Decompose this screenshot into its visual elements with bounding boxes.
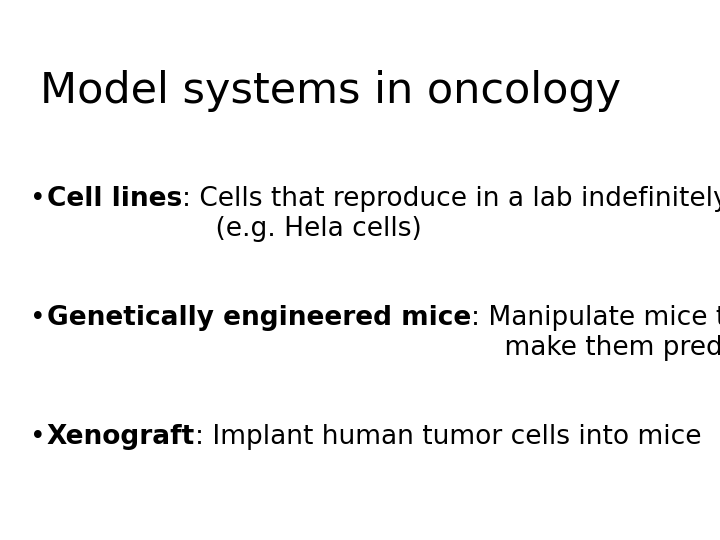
Text: Model systems in oncology: Model systems in oncology bbox=[40, 70, 621, 112]
Text: •: • bbox=[30, 305, 46, 331]
Text: •: • bbox=[30, 424, 46, 450]
Text: : Manipulate mice to
    make them predisposed to cancer: : Manipulate mice to make them predispos… bbox=[471, 305, 720, 361]
Text: : Implant human tumor cells into mice: : Implant human tumor cells into mice bbox=[195, 424, 701, 450]
Text: : Cells that reproduce in a lab indefinitely
    (e.g. Hela cells): : Cells that reproduce in a lab indefini… bbox=[182, 186, 720, 242]
Text: Genetically engineered mice: Genetically engineered mice bbox=[47, 305, 471, 331]
Text: •: • bbox=[30, 186, 46, 212]
Text: Xenograft: Xenograft bbox=[47, 424, 195, 450]
Text: Cell lines: Cell lines bbox=[47, 186, 182, 212]
